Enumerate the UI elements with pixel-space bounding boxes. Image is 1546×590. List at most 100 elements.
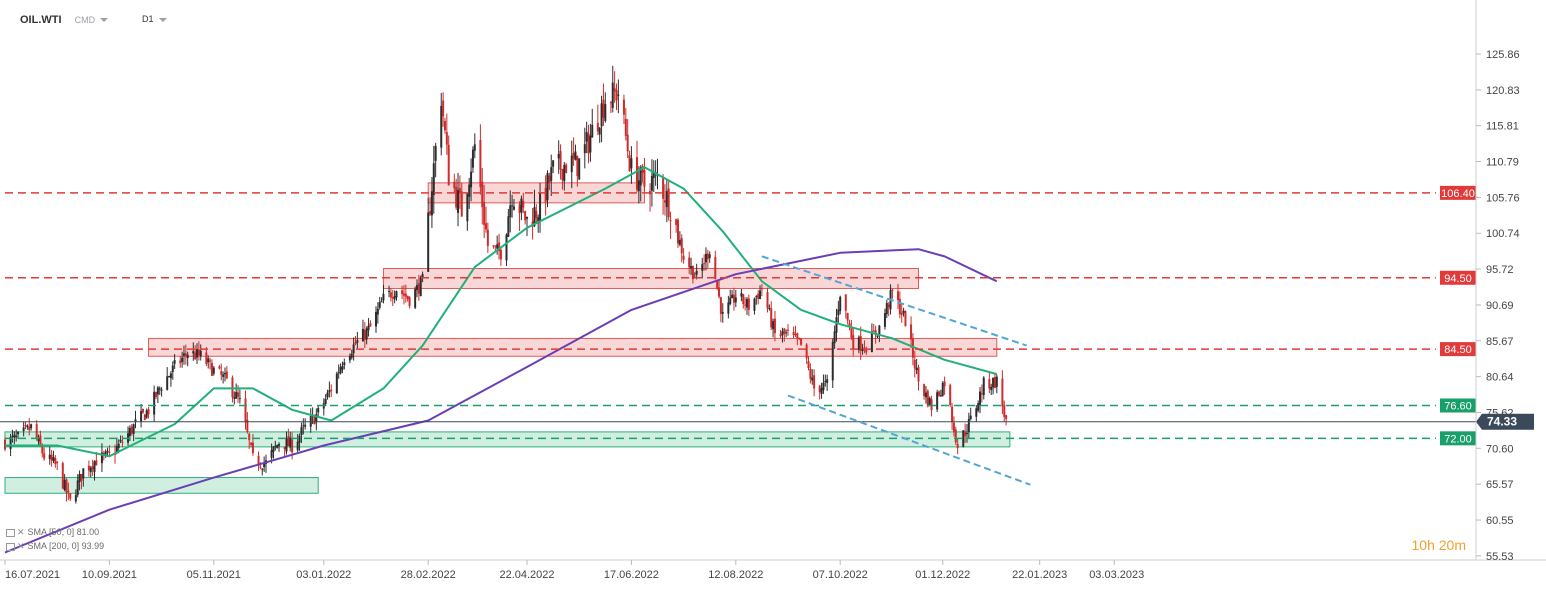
- candle-body: [677, 219, 680, 244]
- candle-body: [153, 391, 156, 415]
- candle-body: [274, 445, 277, 447]
- candle-body: [656, 175, 659, 177]
- candle-body: [401, 290, 404, 295]
- candle-body: [430, 191, 433, 216]
- resistance-zone-2: [148, 337, 998, 357]
- level-label-94.50: 94.50: [1444, 273, 1472, 285]
- candle-body: [822, 382, 825, 391]
- candle-body: [363, 330, 366, 340]
- candle-body: [298, 435, 301, 443]
- candle-body: [238, 398, 241, 400]
- candle-body: [865, 348, 868, 353]
- symbol-selector[interactable]: OIL.WTI CMD: [20, 14, 109, 26]
- candle-body: [766, 291, 769, 309]
- candle-body: [283, 446, 286, 449]
- candle-body: [691, 265, 694, 280]
- interval-selector[interactable]: D1: [142, 14, 167, 24]
- candle-body: [168, 375, 171, 378]
- candle-body: [304, 424, 307, 427]
- candle-body: [792, 331, 795, 336]
- candle-body: [839, 296, 842, 312]
- settings-icon[interactable]: [6, 528, 15, 537]
- candle-body: [509, 205, 512, 218]
- candle-body: [956, 444, 959, 449]
- candle-body: [9, 436, 12, 450]
- candle-body: [818, 385, 821, 393]
- candle-body: [773, 318, 776, 334]
- candle-body: [878, 325, 881, 334]
- settings-icon[interactable]: [6, 542, 15, 551]
- candle-body: [1005, 415, 1008, 419]
- candle-body: [402, 293, 405, 296]
- candle-body: [427, 212, 430, 272]
- candle-body: [483, 201, 486, 225]
- candle-body: [524, 210, 527, 221]
- x-tick-label: 03.01.2022: [296, 569, 351, 581]
- candle-body: [721, 311, 724, 314]
- trendlines-layer: [761, 255, 1031, 486]
- candle-body: [63, 479, 66, 490]
- candle-body: [455, 186, 458, 208]
- candle-body: [350, 353, 353, 358]
- candle-body: [969, 415, 972, 420]
- candle-body: [951, 406, 954, 423]
- candle-body: [484, 223, 487, 230]
- candle-body: [453, 181, 456, 189]
- legend-sma50[interactable]: ✕ SMA [50, 0] 81.00: [6, 527, 99, 538]
- candle-body: [365, 328, 368, 340]
- y-tick-label: 110.79: [1486, 157, 1519, 169]
- candle-body: [611, 82, 614, 108]
- candle-body: [635, 157, 638, 190]
- legend-sma200-label: SMA [200, 0] 93.99: [27, 541, 105, 551]
- candle-body: [486, 229, 489, 246]
- candle-body: [526, 217, 529, 219]
- candle-body: [662, 176, 665, 199]
- legend-sma200[interactable]: ✕ SMA [200, 0] 93.99: [6, 541, 104, 552]
- candle-body: [244, 398, 247, 423]
- close-icon[interactable]: ✕: [17, 541, 25, 551]
- level-tag-76.60: [1440, 398, 1476, 413]
- level-tag-72.00: [1440, 431, 1476, 446]
- candle-body: [663, 200, 666, 203]
- x-tick-label: 12.08.2022: [708, 569, 763, 581]
- candle-body: [445, 132, 448, 145]
- candle-body: [665, 191, 668, 208]
- candle-body: [574, 151, 577, 160]
- candle-body: [194, 352, 197, 360]
- candle-body: [559, 151, 562, 170]
- candle-body: [512, 206, 515, 210]
- candle-body: [374, 312, 377, 327]
- candle-body: [783, 328, 786, 334]
- close-icon[interactable]: ✕: [17, 527, 25, 537]
- chevron-down-icon: [100, 18, 109, 23]
- candle-body: [28, 426, 31, 431]
- candle-body: [468, 184, 471, 197]
- candle-body: [995, 376, 998, 387]
- candle-body: [850, 326, 853, 338]
- candle-body: [910, 324, 913, 340]
- candle-timer: 10h 20m: [1411, 537, 1466, 553]
- candle-body: [926, 391, 929, 406]
- candle-body: [479, 140, 482, 188]
- candle-body: [643, 170, 646, 187]
- candle-body: [26, 425, 29, 428]
- candle-body: [182, 353, 185, 356]
- candle-body: [923, 384, 926, 397]
- candle-body: [885, 302, 888, 315]
- candle-body: [458, 188, 461, 194]
- candle-body: [535, 210, 538, 219]
- candle-body: [376, 308, 379, 315]
- candle-body: [15, 435, 18, 438]
- y-tick-label: 95.72: [1486, 264, 1514, 276]
- candle-body: [617, 94, 620, 96]
- candle-body: [80, 473, 83, 481]
- candle-body: [639, 167, 642, 186]
- candle-body: [65, 479, 68, 493]
- candle-body: [130, 426, 133, 434]
- candle-body: [561, 168, 564, 181]
- candle-body: [13, 434, 16, 438]
- candle-body: [563, 164, 566, 182]
- candle-body: [928, 397, 931, 407]
